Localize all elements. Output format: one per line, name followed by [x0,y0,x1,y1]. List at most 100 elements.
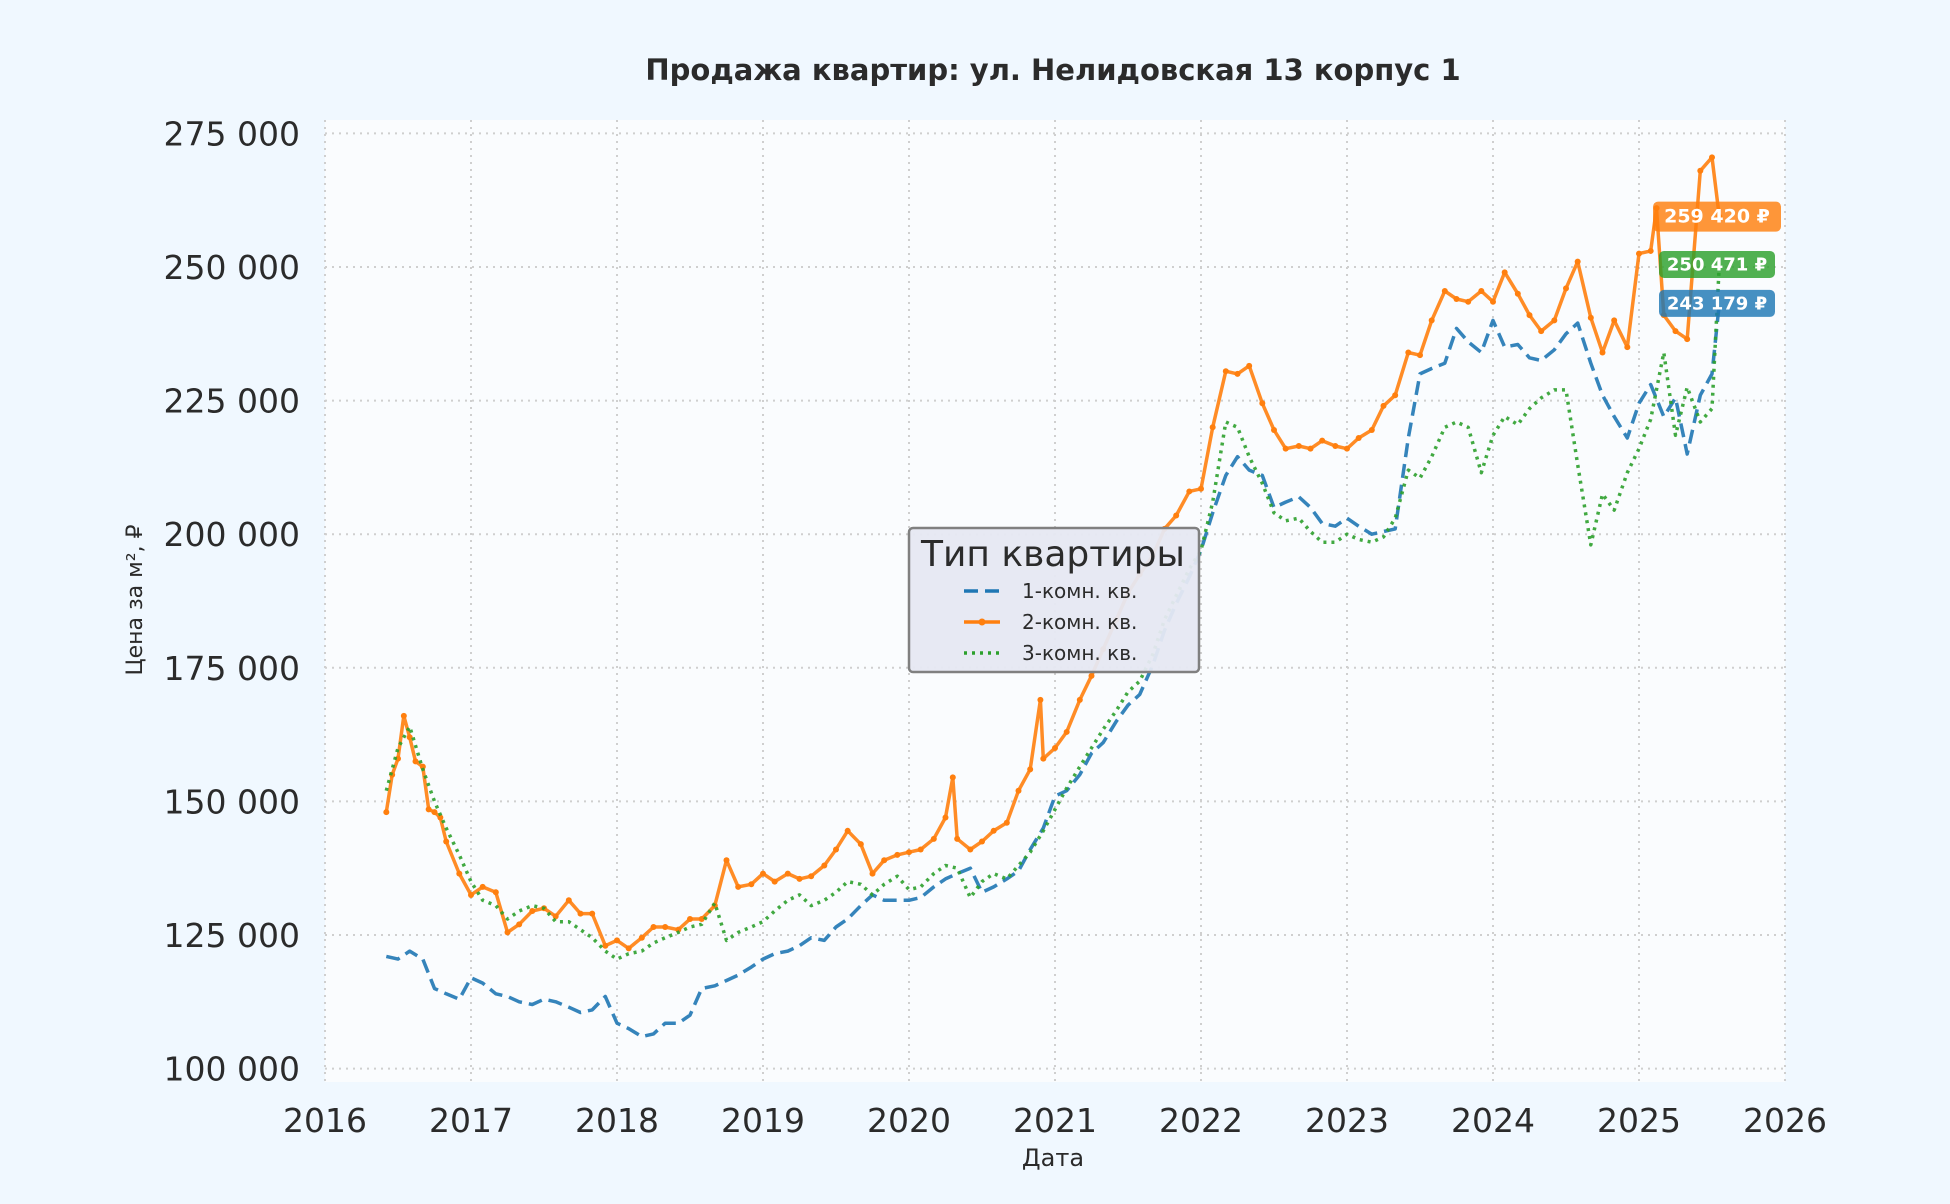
series-point-2 [1538,328,1545,335]
series-point-2 [1037,696,1044,703]
legend-marker-2 [978,618,986,626]
series-point-2 [577,910,584,917]
series-point-2 [1003,819,1010,826]
series-point-2 [425,806,432,813]
y-tick-label: 175 000 [164,649,300,688]
series-point-2 [1344,445,1350,452]
legend: Тип квартиры 1-комн. кв. 2-комн. кв. 3-ком… [907,526,1201,674]
series-point-2 [1636,250,1642,257]
series-point-2 [638,934,645,941]
series-point-2 [869,870,876,877]
chart-title: Продажа квартир: ул. Нелидовская 13 корп… [645,53,1460,87]
series-point-2 [1076,696,1083,703]
series-point-2 [1490,298,1496,305]
series-point-2 [1198,485,1204,492]
series-point-2 [1234,370,1241,377]
series-point-2 [1405,349,1412,356]
legend-title: Тип квартиры [920,534,1185,575]
series-point-2 [1332,443,1339,450]
y-tick-label: 150 000 [164,782,300,821]
series-point-2 [552,913,559,920]
series-point-2 [1478,288,1485,295]
y-tick-label: 225 000 [164,382,300,421]
series-point-2 [1551,317,1558,324]
series-point-2 [1063,728,1070,735]
y-tick-label: 200 000 [164,515,300,554]
x-tick-label: 2022 [1159,1101,1243,1140]
series-point-2 [1282,445,1289,452]
series-point-2 [1697,167,1704,174]
series-point-2 [771,878,778,885]
x-axis-label: Дата [1022,1144,1084,1172]
series-point-2 [784,870,791,877]
series-line-1 [385,303,1722,1039]
series-point-2 [881,857,888,864]
series-point-2 [1246,362,1253,369]
series-point-2 [1672,328,1679,335]
end-value-label-3: 250 471 ₽ [1667,254,1767,275]
series-point-2 [529,907,536,914]
series-point-2 [412,758,419,765]
series-point-2 [1307,445,1314,452]
legend-label-3: 3-комн. кв. [1022,641,1137,665]
series-point-2 [589,910,596,917]
series-point-2 [625,945,632,952]
series-point-2 [1295,443,1302,450]
y-tick-label: 250 000 [164,248,300,287]
series-point-2 [687,915,693,922]
x-tick-label: 2024 [1451,1101,1535,1140]
series-point-2 [967,846,974,853]
x-tick-label: 2025 [1597,1101,1681,1140]
series-point-2 [406,734,413,741]
series-point-2 [735,883,742,890]
y-tick-label: 125 000 [164,916,300,955]
series-point-2 [650,924,657,931]
y-tick-label: 100 000 [164,1050,300,1089]
series-point-2 [1173,512,1180,519]
series-point-2 [1563,285,1569,292]
series-point-2 [1368,426,1375,433]
x-tick-label: 2026 [1743,1101,1827,1140]
series-point-2 [1052,744,1058,751]
series-point-2 [808,873,815,880]
series-point-2 [1355,434,1362,441]
series-point-2 [1015,787,1022,794]
series-point-2 [833,846,839,853]
series-point-2 [400,712,407,719]
x-axis-ticks: 2016 2017 2018 2019 2020 2021 2022 2023 2024 2025… [283,1101,1827,1140]
series-point-2 [796,875,803,882]
series-point-2 [431,809,438,816]
x-tick-label: 2018 [575,1101,659,1140]
series-point-2 [748,881,755,888]
series-point-2 [1709,154,1715,161]
series-layer [383,154,1723,1039]
x-tick-label: 2019 [721,1101,805,1140]
end-labels: 243 179 ₽ 259 420 ₽ 250 471 ₽ [1653,201,1781,317]
series-point-2 [1465,298,1472,305]
series-point-2 [1599,349,1606,356]
series-point-2 [1453,296,1460,303]
x-tick-label: 2016 [283,1101,367,1140]
series-point-2 [1514,290,1521,297]
series-point-2 [1259,400,1266,407]
series-point-2 [1319,437,1326,444]
legend-label-1: 1-комн. кв. [1022,579,1137,603]
series-point-2 [443,838,450,845]
end-value-label-1: 243 179 ₽ [1667,293,1767,314]
y-tick-label: 275 000 [164,114,300,153]
series-point-2 [1647,247,1654,254]
x-tick-label: 2017 [429,1101,513,1140]
series-point-2 [930,835,937,842]
series-point-2 [1027,766,1034,773]
series-point-2 [479,883,486,890]
series-point-2 [602,942,609,949]
series-point-2 [844,827,851,834]
series-point-2 [1417,352,1423,359]
series-line-3 [384,264,1722,961]
legend-box [907,526,1201,674]
series-point-2 [504,929,511,936]
series-point-2 [1428,317,1435,324]
series-point-2 [1684,336,1691,343]
end-value-badge-1 [1659,289,1775,317]
series-point-2 [1380,402,1387,409]
